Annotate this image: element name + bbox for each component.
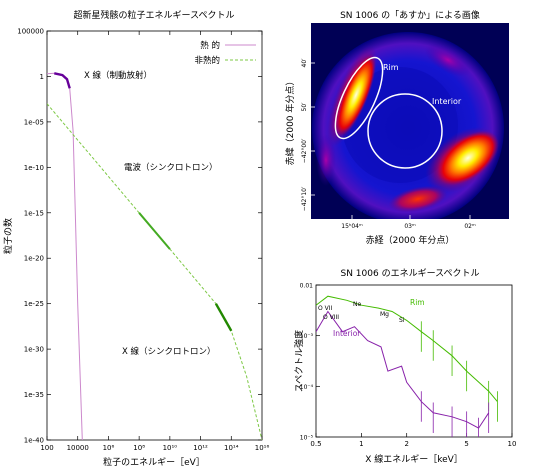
image-ticks (311, 62, 471, 219)
sn1006-image-panel: SN 1006 の「あすか」による画像 Rim Interior (284, 9, 509, 246)
chart1-y-tick-label: 1e-10 (24, 164, 44, 172)
legend-thermal-label: 熱 的 (200, 40, 220, 51)
image-x-tick-0: 15ʰ04ᵐ (341, 223, 363, 230)
chart1-x-tick-label: 10⁶ (103, 444, 115, 452)
chart1-y-tick-label: 1 (40, 73, 44, 81)
chart1-x-tick-label: 10¹² (193, 444, 208, 452)
chart1-y-tick-label: 100000 (17, 28, 44, 36)
chart1-x-ticks: 100 10000 10⁶ 10⁸ 10¹⁰ 10¹² 10¹⁴ 10¹⁶ (40, 31, 269, 452)
rim-region-label: Rim (383, 63, 399, 72)
rim-error-bars (420, 321, 498, 422)
chart1-x-tick-label: 10000 (67, 444, 89, 452)
chart1-plot-frame (46, 30, 263, 441)
interior-region-circle (367, 93, 443, 169)
chart3-x-tick-label: 2 (404, 440, 408, 448)
xray-image: Rim Interior (312, 32, 504, 219)
chart1-x-tick-label: 10¹⁰ (163, 444, 178, 452)
image-y-tick-2: −42°00′ (301, 138, 308, 163)
synchrotron-xray-highlight (214, 303, 233, 332)
chart1-y-axis-label: 粒子の数 (2, 218, 14, 254)
chart1-title: 超新星残骸の粒子エネルギースペクトル (74, 9, 235, 21)
remnant-interior-glow (342, 67, 458, 183)
chart1-x-axis-label: 粒子のエネルギー［eV］ (103, 456, 205, 468)
radio-highlight (138, 212, 171, 250)
chart3-y-tick-label: 10⁻⁴ (300, 384, 314, 391)
annotation-radio: 電波（シンクロトロン） (124, 162, 218, 173)
line-label-si: Si (399, 317, 405, 324)
chart3-y-tick-label: 10⁻³ (300, 333, 314, 340)
chart2-title: SN 1006 の「あすか」による画像 (340, 9, 480, 21)
nonthermal-series-line (47, 103, 262, 440)
chart1-y-tick-label: 1e-25 (24, 300, 44, 308)
chart3-y-ticks: 0.01 10⁻³ 10⁻⁴ 10⁻⁵ (300, 283, 320, 442)
line-label-ne: Ne (353, 301, 361, 308)
chart3-y-tick-label: 10⁻⁵ (300, 435, 314, 442)
interior-region-label: Interior (432, 97, 462, 106)
annotation-thermal-xray: X 線（制動放射） (84, 70, 152, 81)
chart1-x-tick-label: 10¹⁶ (255, 444, 270, 452)
legend-nonthermal-label: 非熱的 (194, 55, 220, 66)
interior-spectrum-line (316, 310, 490, 429)
image-y-tick-1: 50′ (301, 102, 308, 112)
chart3-x-tick-label: 10 (508, 440, 517, 448)
chart1-y-ticks: 100000 1 1e-05 1e-10 1e-15 1e-20 1e-25 1e-30 1e-… (17, 28, 262, 445)
line-label-mg: Mg (380, 311, 389, 318)
northeast-rim-emission (336, 53, 376, 137)
image-x-axis-label: 赤経（2000 年分点） (366, 234, 455, 246)
chart1-y-tick-label: 1e-30 (24, 346, 44, 354)
interior-error-bars (420, 391, 490, 437)
east-faint-emission (316, 134, 336, 186)
chart1-y-tick-label: 1e-05 (24, 118, 44, 126)
chart1-legend: 熱 的 非熱的 (194, 40, 256, 66)
chart1-x-tick-label: 10⁸ (133, 444, 145, 452)
north-faint-emission (424, 43, 472, 77)
image-y-tick-3: −42°10′ (301, 186, 308, 211)
rim-series-label: Rim (410, 298, 425, 307)
chart3-y-axis-label: スペクトル強度 (293, 330, 305, 392)
chart1-y-tick-label: 1e-20 (24, 255, 44, 263)
chart3-title: SN 1006 のエネルギースペクトル (341, 268, 480, 279)
thermal-xray-highlight (54, 72, 71, 89)
rim-spectrum-line (316, 295, 498, 402)
chart1-y-tick-label: 1e-15 (24, 209, 44, 217)
chart3-x-tick-label: 0.5 (310, 440, 321, 448)
interior-series-label: Interior (333, 329, 361, 338)
chart3-plot-frame (315, 284, 513, 438)
line-label-o-viii: O VIII (323, 314, 339, 321)
line-label-o-vii: O VII (318, 305, 333, 312)
particle-spectrum-chart: 超新星残骸の粒子エネルギースペクトル 100000 1 1e-05 1e-10 1e-1… (2, 9, 269, 468)
image-y-tick-0: 40′ (301, 58, 308, 68)
rim-region-ellipse (334, 56, 384, 140)
chart1-y-tick-label: 1e-40 (24, 437, 44, 445)
chart1-y-tick-label: 1e-35 (24, 391, 44, 399)
image-y-axis-label: 赤緯（2000 年分点） (284, 77, 296, 166)
annotation-synchrotron-xray: X 線（シンクロトロン） (122, 346, 216, 357)
chart3-x-ticks: 0.5 1 2 5 10 (310, 433, 516, 448)
southwest-rim-emission (437, 130, 499, 186)
chart3-x-tick-label: 1 (359, 440, 363, 448)
chart1-x-tick-label: 100 (40, 444, 53, 452)
thermal-series-line (47, 72, 83, 440)
image-x-tick-1: 03ᵐ (404, 223, 416, 230)
south-rim-emission (388, 185, 448, 213)
sn1006-energy-spectrum-chart: SN 1006 のエネルギースペクトル 0.01 10⁻³ 10⁻⁴ 10⁻⁵ 0.5… (293, 268, 516, 465)
chart3-x-axis-label: X 線エネルギー［keV］ (365, 453, 463, 465)
chart3-y-tick-label: 0.01 (300, 283, 314, 290)
chart1-x-tick-label: 10¹⁴ (224, 444, 239, 452)
chart3-x-tick-label: 5 (464, 440, 468, 448)
image-x-tick-2: 02ᵐ (464, 223, 476, 230)
